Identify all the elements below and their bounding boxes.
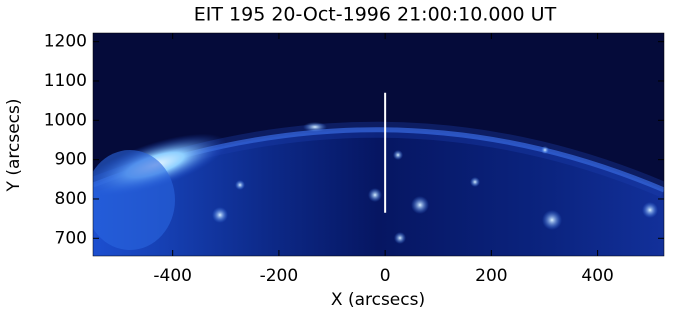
- x-axis-label: X (arcsecs): [331, 290, 425, 310]
- chart: EIT 195 20-Oct-1996 21:00:10.000 UT X (a…: [0, 0, 677, 318]
- y-tick-label: 1100: [44, 71, 87, 91]
- y-tick-label: 1000: [44, 110, 87, 130]
- x-tick-label: 0: [380, 266, 391, 286]
- x-tick-label: -400: [153, 266, 192, 286]
- x-tick-label: -200: [260, 266, 299, 286]
- y-tick-label: 900: [55, 150, 87, 170]
- y-tick-label: 700: [55, 228, 87, 248]
- y-tick-label: 800: [55, 189, 87, 209]
- y-tick-label: 1200: [44, 32, 87, 52]
- y-axis-label: Y (arcsecs): [4, 99, 24, 193]
- chart-title: EIT 195 20-Oct-1996 21:00:10.000 UT: [194, 4, 557, 26]
- x-tick-label: 400: [581, 266, 613, 286]
- x-tick-label: 200: [475, 266, 507, 286]
- solar-image: [77, 33, 664, 256]
